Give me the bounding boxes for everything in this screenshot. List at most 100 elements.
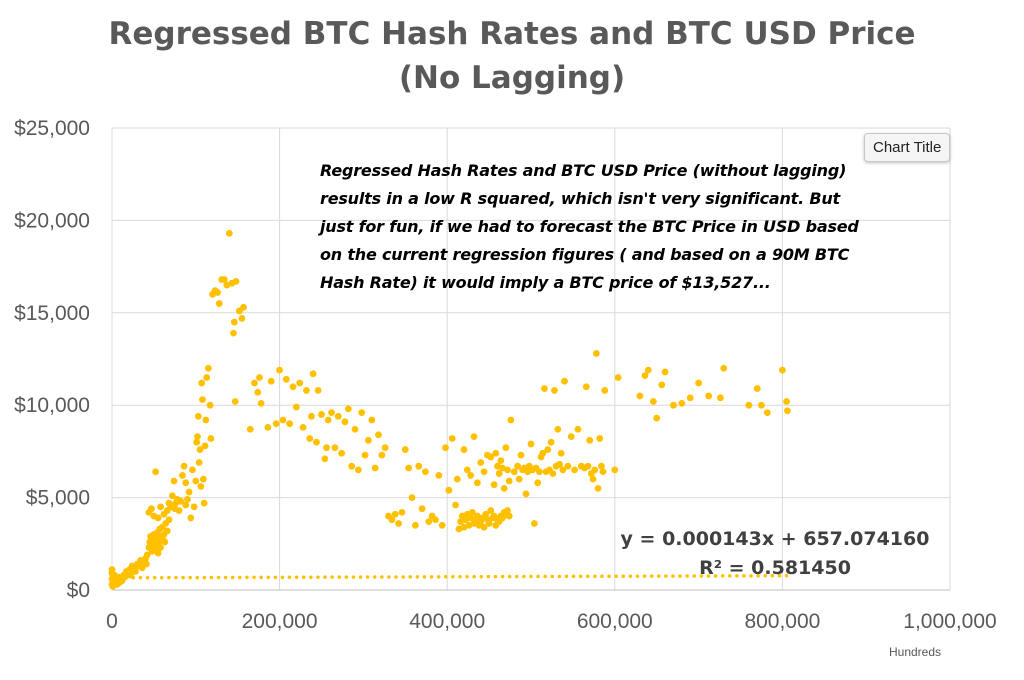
data-point bbox=[505, 512, 513, 520]
data-point bbox=[720, 364, 728, 372]
data-point bbox=[184, 496, 191, 503]
data-point bbox=[415, 462, 423, 470]
data-point bbox=[168, 492, 176, 500]
data-point bbox=[422, 468, 429, 476]
data-point bbox=[522, 490, 530, 498]
data-point bbox=[193, 438, 201, 446]
data-point bbox=[401, 446, 409, 453]
data-point bbox=[154, 514, 162, 522]
data-point bbox=[388, 516, 396, 524]
data-point bbox=[282, 375, 290, 383]
data-point bbox=[783, 398, 790, 405]
data-point bbox=[582, 383, 590, 391]
data-point bbox=[147, 505, 155, 513]
data-point bbox=[551, 387, 558, 394]
data-point bbox=[204, 364, 212, 372]
data-point bbox=[534, 479, 542, 487]
data-point bbox=[199, 475, 207, 483]
data-point bbox=[371, 464, 379, 472]
data-point bbox=[196, 446, 204, 453]
chart-title-tooltip[interactable]: Chart Title bbox=[864, 133, 951, 162]
data-point bbox=[502, 444, 510, 452]
data-point bbox=[549, 470, 557, 477]
data-point bbox=[448, 435, 456, 442]
data-point bbox=[214, 289, 221, 296]
data-point bbox=[661, 368, 669, 376]
data-point bbox=[341, 418, 349, 426]
data-point bbox=[599, 468, 607, 476]
data-point bbox=[194, 433, 201, 441]
data-point bbox=[495, 470, 503, 477]
data-point bbox=[251, 379, 258, 387]
data-point bbox=[504, 466, 511, 474]
data-point bbox=[611, 466, 619, 474]
data-point bbox=[314, 387, 322, 394]
data-point bbox=[445, 486, 453, 494]
data-point bbox=[190, 503, 198, 511]
data-point bbox=[127, 571, 134, 579]
y-tick-label: $20,000 bbox=[14, 209, 90, 232]
data-point bbox=[206, 401, 214, 409]
data-point bbox=[408, 494, 416, 501]
data-point bbox=[289, 383, 297, 391]
data-point bbox=[539, 449, 547, 457]
data-point bbox=[231, 398, 239, 405]
data-point bbox=[589, 475, 597, 483]
data-point bbox=[405, 464, 413, 472]
data-point bbox=[180, 462, 188, 470]
data-point bbox=[592, 350, 600, 357]
data-point bbox=[601, 387, 609, 394]
data-point bbox=[207, 435, 215, 442]
data-point bbox=[574, 425, 582, 433]
data-point bbox=[482, 510, 490, 518]
chart-title: Regressed BTC Hash Rates and BTC USD Pri… bbox=[108, 16, 916, 52]
data-point bbox=[614, 374, 622, 381]
data-point bbox=[515, 475, 523, 483]
data-point bbox=[480, 468, 488, 476]
data-point bbox=[763, 409, 771, 416]
data-point bbox=[264, 423, 272, 431]
data-point bbox=[165, 516, 173, 524]
data-point bbox=[161, 538, 169, 546]
data-point bbox=[154, 549, 162, 557]
data-point bbox=[480, 523, 488, 531]
data-point bbox=[365, 436, 372, 444]
data-point bbox=[584, 462, 592, 470]
data-point bbox=[240, 303, 247, 311]
data-point bbox=[477, 459, 485, 466]
data-point bbox=[215, 300, 223, 307]
data-point bbox=[192, 477, 200, 485]
x-tick-label: 800,000 bbox=[744, 610, 820, 633]
data-point bbox=[175, 507, 183, 514]
data-point bbox=[279, 416, 287, 424]
data-point bbox=[201, 442, 209, 450]
y-tick-label: $15,000 bbox=[14, 302, 90, 325]
data-points bbox=[108, 229, 791, 590]
annotation-text-box[interactable]: Regressed Hash Rates and BTC USD Price (… bbox=[320, 157, 900, 297]
data-point bbox=[199, 396, 206, 404]
data-point bbox=[500, 484, 508, 492]
data-point bbox=[487, 453, 495, 461]
data-point bbox=[303, 387, 310, 394]
data-point bbox=[170, 477, 178, 485]
data-point bbox=[272, 420, 280, 428]
data-point bbox=[745, 401, 753, 409]
data-point bbox=[306, 435, 314, 442]
data-point bbox=[230, 329, 237, 337]
data-point bbox=[197, 483, 205, 490]
data-point bbox=[361, 451, 369, 459]
data-point bbox=[514, 462, 521, 470]
x-tick-label: 1,000,000 bbox=[903, 610, 996, 633]
data-point bbox=[323, 444, 330, 452]
data-point bbox=[143, 551, 151, 559]
data-point bbox=[779, 366, 786, 374]
data-point bbox=[187, 514, 195, 522]
data-point bbox=[507, 416, 515, 424]
data-point bbox=[554, 425, 562, 433]
data-point bbox=[658, 381, 666, 389]
data-point bbox=[567, 433, 575, 441]
data-point bbox=[348, 462, 356, 470]
annotation-line: Hash Rate) it would imply a BTC price of… bbox=[320, 273, 771, 292]
data-point bbox=[505, 477, 513, 485]
